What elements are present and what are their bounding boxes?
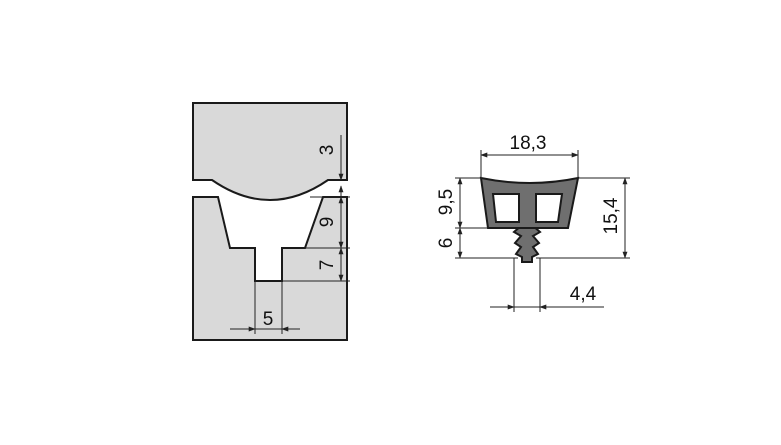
- seal-profile: 18,3 9,5 6 15,4 4,4: [436, 133, 630, 312]
- seal-fin: [512, 224, 542, 263]
- groove-section: 3 9 7 5: [192, 102, 350, 341]
- groove-upper-depth-label: 9: [317, 217, 338, 228]
- lower-frame-part: [192, 196, 348, 341]
- upper-height-label: 9,5: [436, 189, 457, 215]
- width-dimension-label: 18,3: [510, 133, 547, 154]
- upper-frame-part: [192, 102, 348, 201]
- total-height-label: 15,4: [601, 197, 622, 234]
- slot-width-label: 5: [263, 309, 274, 330]
- groove-lower-depth-label: 7: [317, 260, 338, 271]
- gap-dimension-label: 3: [317, 145, 338, 156]
- lower-height-label: 6: [436, 238, 457, 249]
- seal-body: [479, 176, 580, 229]
- fin-width-label: 4,4: [570, 284, 597, 305]
